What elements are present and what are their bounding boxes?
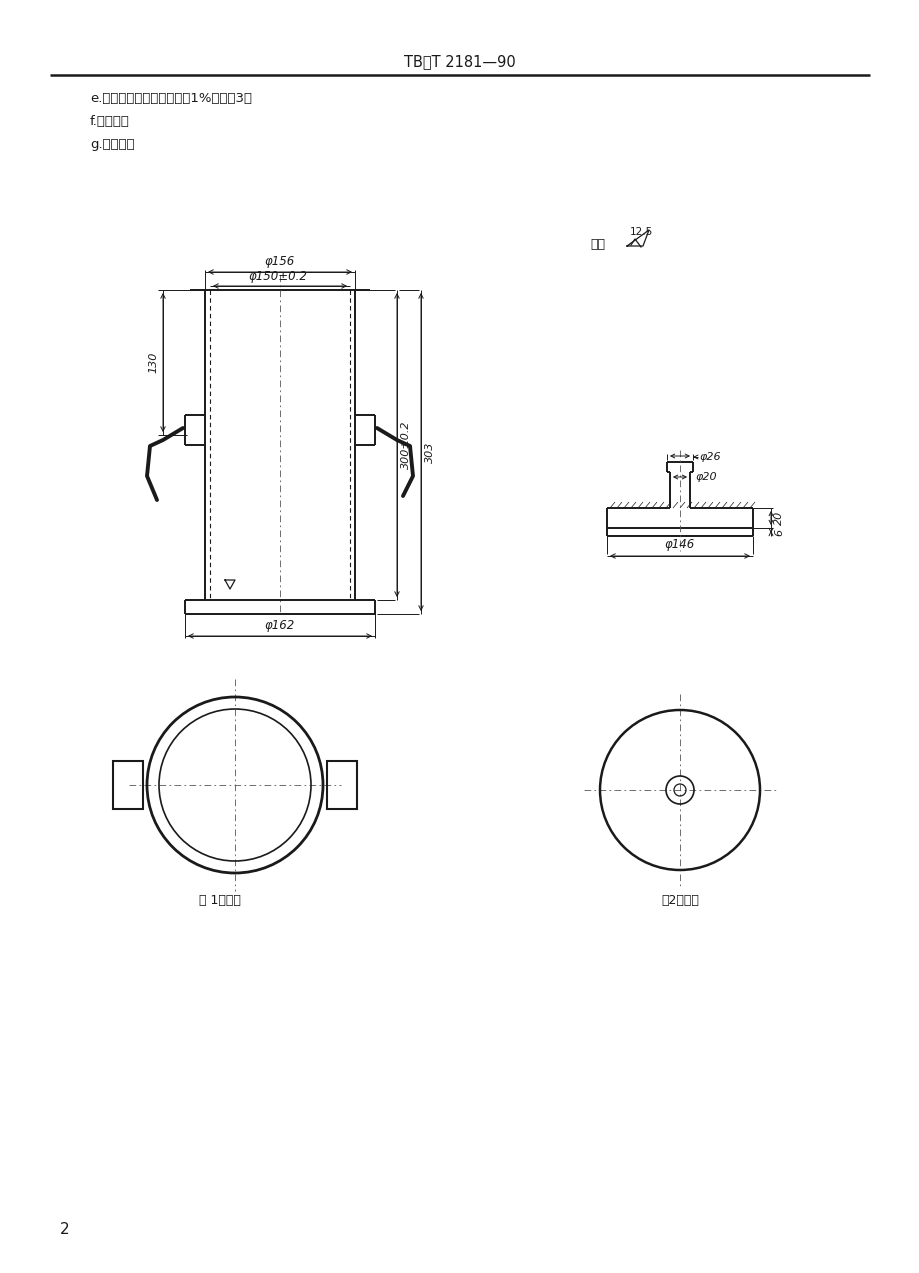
Text: φ146: φ146 [664,538,695,551]
Text: 6: 6 [773,528,783,536]
Bar [326,761,357,810]
Text: 130: 130 [148,351,158,373]
Text: 其余: 其余 [589,238,605,251]
Text: 20: 20 [773,510,783,526]
Text: f.　圆勺，: f. 圆勺， [90,115,130,129]
Text: φ26: φ26 [698,452,720,462]
Text: g.　量筒。: g. 量筒。 [90,137,134,151]
Text: 12.5: 12.5 [630,227,652,237]
Text: φ150±0.2: φ150±0.2 [248,270,307,283]
Bar [113,761,142,810]
Text: e.　量尺：刻度误差不大于1%，见图3；: e. 量尺：刻度误差不大于1%，见图3； [90,92,252,104]
Text: φ156: φ156 [265,255,295,269]
Text: 303: 303 [425,442,435,462]
Text: TB／T 2181—90: TB／T 2181—90 [403,55,516,70]
Text: φ20: φ20 [694,472,716,482]
Text: 300±0.2: 300±0.2 [401,421,411,470]
Text: 图2　盖板: 图2 盖板 [661,894,698,906]
Text: 图 1　圆筒: 图 1 圆筒 [199,894,241,906]
Text: 2: 2 [60,1222,70,1237]
Text: φ162: φ162 [265,619,295,631]
